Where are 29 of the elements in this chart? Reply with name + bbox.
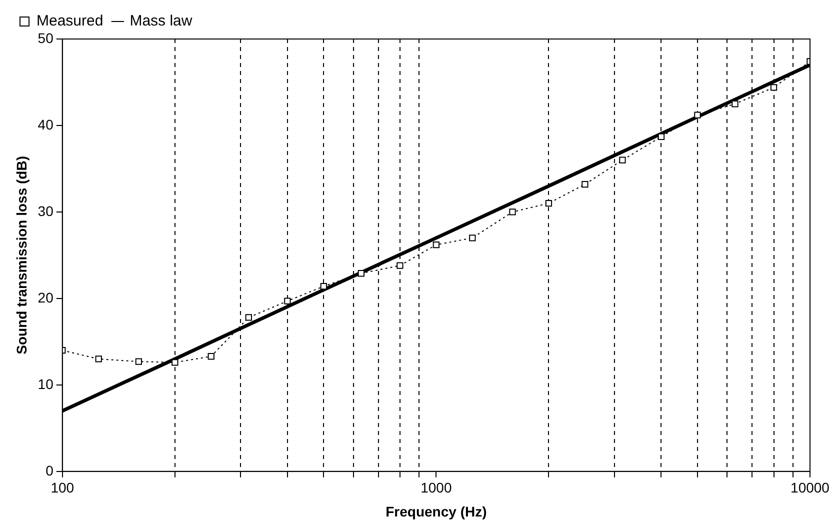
point bbox=[732, 100, 738, 108]
x-tick-label: 10000 bbox=[790, 480, 830, 496]
y-tick-label: 10 bbox=[38, 376, 54, 392]
point bbox=[582, 180, 588, 188]
y-axis-title: Sound transmission loss (dB) bbox=[13, 156, 30, 354]
legend-label: Measured bbox=[36, 12, 104, 30]
point bbox=[208, 353, 214, 360]
point bbox=[284, 298, 291, 304]
y-tick-label: 50 bbox=[38, 30, 54, 46]
point bbox=[358, 270, 365, 277]
point bbox=[245, 314, 252, 321]
point bbox=[135, 358, 142, 365]
point bbox=[694, 112, 701, 118]
point bbox=[432, 241, 440, 248]
y-tick-label: 40 bbox=[38, 116, 54, 132]
point bbox=[619, 156, 626, 164]
point bbox=[320, 283, 327, 290]
point bbox=[545, 200, 552, 207]
legend-label: Mass law bbox=[130, 12, 192, 30]
x-tick-label: 100 bbox=[50, 480, 74, 496]
x-axis-title: Frequency (Hz) bbox=[386, 503, 487, 520]
point bbox=[469, 234, 476, 242]
point bbox=[396, 262, 404, 269]
point bbox=[658, 133, 665, 140]
y-tick-label: 20 bbox=[38, 289, 54, 306]
y-tick-label: 0 bbox=[46, 462, 54, 478]
y-tick-label: 30 bbox=[38, 202, 54, 219]
x-tick-label: 1000 bbox=[420, 480, 452, 496]
point bbox=[172, 359, 178, 366]
